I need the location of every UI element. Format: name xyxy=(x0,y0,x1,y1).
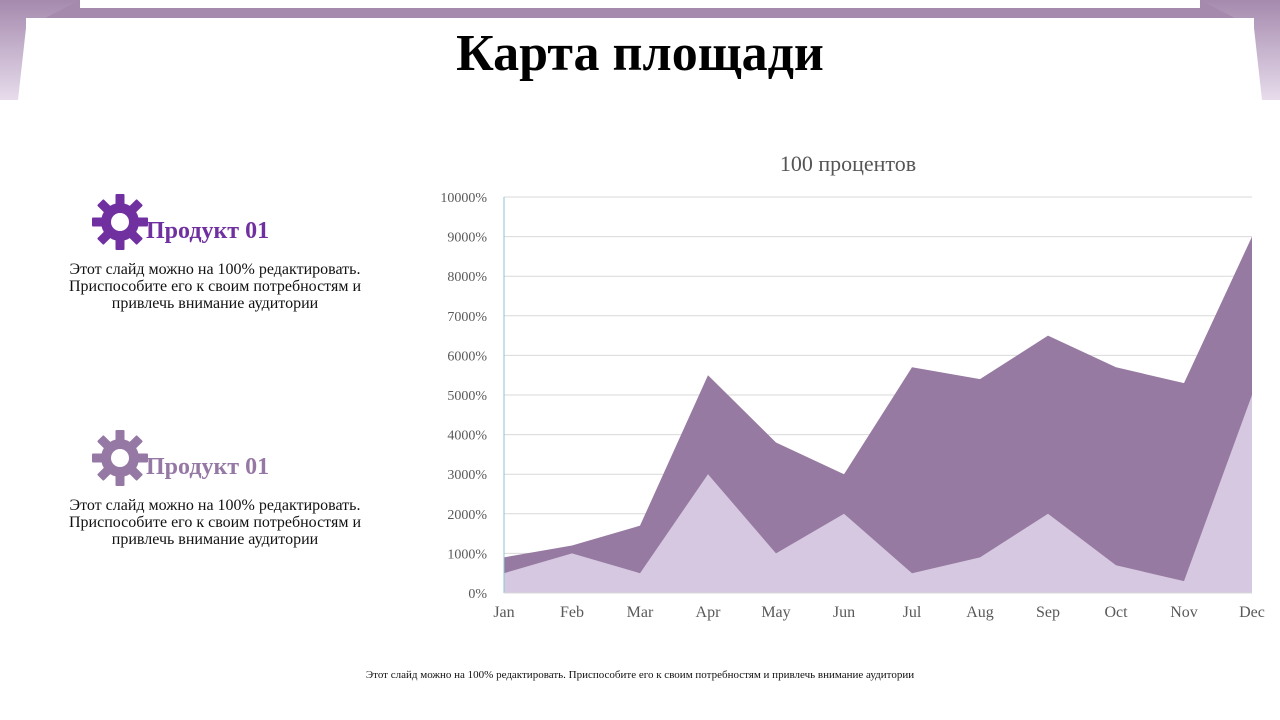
header-left-corner xyxy=(0,0,80,100)
gear-icon xyxy=(92,430,148,486)
chart-title: 100 процентов xyxy=(780,151,916,176)
gear-tooth xyxy=(92,453,104,463)
gear-tooth xyxy=(115,474,125,486)
page-title: Карта площади xyxy=(456,25,824,82)
y-tick-label: 0% xyxy=(468,587,487,602)
x-tick-label: Nov xyxy=(1170,604,1198,621)
y-tick-label: 10000% xyxy=(440,191,487,206)
footer-note: Этот слайд можно на 100% редактировать. … xyxy=(365,669,915,681)
x-tick-label: Jan xyxy=(493,604,514,621)
x-tick-label: Jul xyxy=(903,604,922,621)
product-description: Этот слайд можно на 100% редактировать. … xyxy=(68,497,362,548)
product-description: Этот слайд можно на 100% редактировать. … xyxy=(68,261,362,312)
y-tick-label: 8000% xyxy=(447,270,487,285)
x-tick-label: Apr xyxy=(696,604,722,621)
y-tick-label: 1000% xyxy=(447,547,487,562)
x-tick-label: Mar xyxy=(627,604,654,621)
gear-tooth xyxy=(115,430,125,442)
x-tick-label: May xyxy=(761,604,790,621)
product-card-1: Продукт 01 Этот слайд можно на 100% реда… xyxy=(60,190,361,340)
y-tick-label: 9000% xyxy=(447,231,487,246)
header-top-line xyxy=(80,0,1200,8)
header-right-corner xyxy=(1200,0,1280,100)
area-series-2 xyxy=(504,395,1252,593)
y-tick-label: 4000% xyxy=(447,429,487,444)
x-tick-label: Sep xyxy=(1036,604,1060,621)
x-tick-label: Jun xyxy=(833,604,855,621)
product-title: Продукт 01 xyxy=(146,454,270,480)
gear-tooth xyxy=(115,194,125,206)
x-tick-label: Dec xyxy=(1239,604,1265,621)
gear-hole xyxy=(111,449,129,467)
y-tick-label: 7000% xyxy=(447,310,487,325)
header-band xyxy=(0,0,1280,100)
chart-svg: 100 процентов 0% 1000% 2000% 3000% 4000% 5000%… xyxy=(440,151,1265,621)
x-tick-label: Aug xyxy=(966,604,994,621)
product-card-2: Продукт 01 Этот слайд можно на 100% реда… xyxy=(60,426,361,576)
gear-tooth xyxy=(92,217,104,227)
header-inner-panel xyxy=(26,18,1254,100)
gear-tooth xyxy=(136,217,148,227)
area-chart: 100 процентов 0% 1000% 2000% 3000% 4000% 5000%… xyxy=(420,140,1280,630)
x-tick-label: Oct xyxy=(1104,604,1128,621)
y-tick-label: 3000% xyxy=(447,468,487,483)
gear-tooth xyxy=(136,453,148,463)
gear-hole xyxy=(111,213,129,231)
area-series-1 xyxy=(504,236,1252,593)
gear-tooth xyxy=(115,238,125,250)
y-tick-label: 5000% xyxy=(447,389,487,404)
product-title: Продукт 01 xyxy=(146,218,270,244)
x-tick-label: Feb xyxy=(560,604,584,621)
gear-icon xyxy=(92,194,148,250)
y-tick-label: 6000% xyxy=(447,349,487,364)
y-tick-label: 2000% xyxy=(447,508,487,523)
